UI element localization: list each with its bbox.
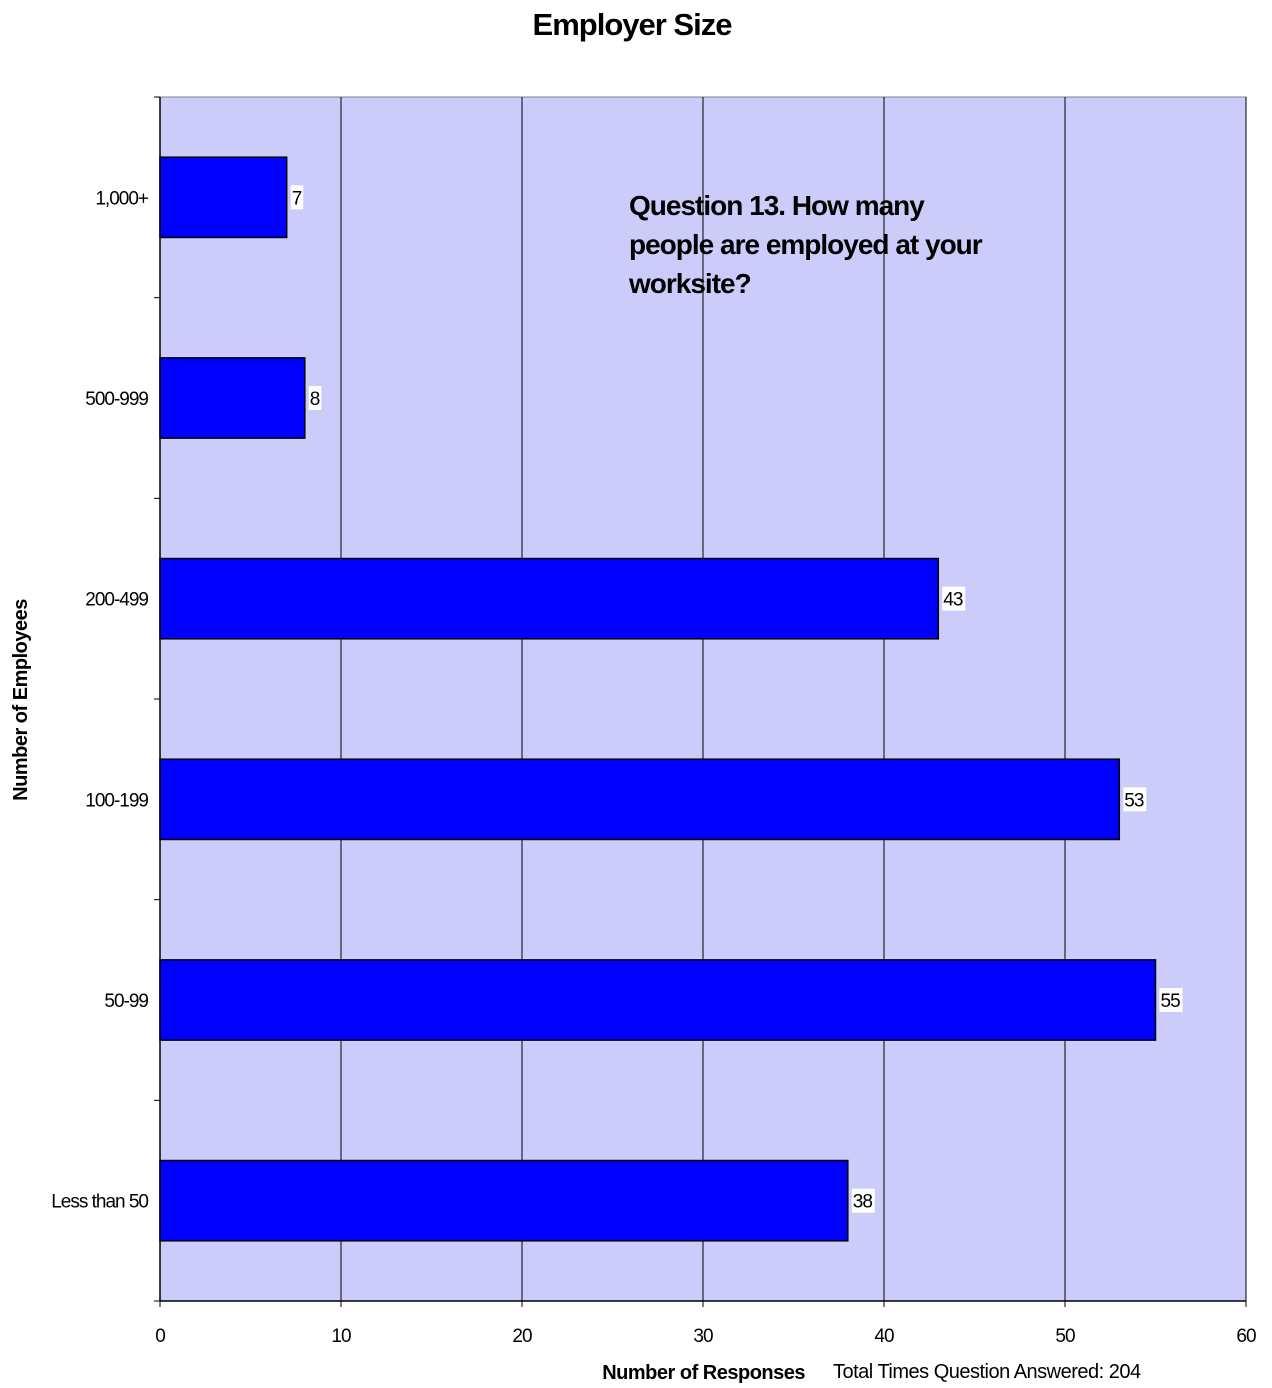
x-tick-label: 20 — [512, 1326, 532, 1347]
data-label-background — [308, 386, 322, 410]
data-label-background — [942, 586, 966, 611]
annotation-line: worksite? — [628, 268, 751, 299]
bar — [159, 557, 940, 640]
bar — [159, 959, 1157, 1041]
y-tick-label: 100-199 — [85, 790, 148, 811]
axes — [154, 96, 1247, 1307]
data-label: 55 — [1161, 991, 1181, 1012]
data-label-background — [1159, 988, 1183, 1012]
data-label: 43 — [943, 590, 963, 611]
labels: 7 1,000+ 8 500-999 43 200-499 53 100-199 55 50-99… — [51, 185, 1257, 1347]
x-tick-label: 60 — [1236, 1326, 1256, 1347]
question-annotation: Question 13. How many people are employed… — [628, 190, 983, 299]
x-tick-label: 10 — [331, 1326, 351, 1347]
annotation-line: people are employed at your — [629, 229, 983, 260]
bar — [159, 758, 1121, 841]
x-tick-label: 50 — [1055, 1326, 1075, 1347]
x-tick-label: 30 — [693, 1326, 713, 1347]
bars — [159, 156, 1157, 1242]
chart-title: Employer Size — [533, 7, 733, 42]
bar — [159, 1159, 849, 1242]
annotation-line: Question 13. How many — [629, 190, 925, 221]
data-label-background — [1123, 787, 1147, 812]
x-axis-title: Number of Responses — [602, 1362, 805, 1383]
data-label: 53 — [1124, 790, 1144, 811]
y-tick-label: 500-999 — [85, 389, 148, 410]
y-tick-label: Less than 50 — [51, 1192, 148, 1213]
footnote-total-answered: Total Times Question Answered: 204 — [833, 1361, 1141, 1383]
data-label: 7 — [292, 188, 302, 209]
y-tick-label: 1,000+ — [95, 188, 149, 209]
data-label-background — [290, 185, 304, 210]
y-tick-label: 200-499 — [85, 590, 148, 611]
data-label: 38 — [853, 1192, 873, 1213]
x-tick-label: 0 — [155, 1326, 165, 1347]
y-tick-label: 50-99 — [104, 991, 148, 1012]
y-axis-title: Number of Employees — [10, 599, 32, 801]
bar — [159, 156, 288, 239]
grid-lines — [340, 97, 1247, 1301]
data-label: 8 — [310, 389, 320, 410]
x-tick-label: 40 — [874, 1326, 894, 1347]
data-label-background — [851, 1188, 875, 1213]
bar — [159, 357, 306, 439]
